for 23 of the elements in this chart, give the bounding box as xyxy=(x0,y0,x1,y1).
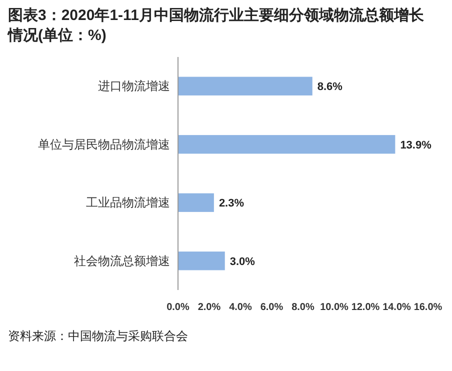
y-tick-label: 工业品物流增速 xyxy=(86,196,170,210)
data-label: 8.6% xyxy=(317,81,343,94)
bar xyxy=(178,135,396,154)
chart-title: 图表3：2020年1-11月中国物流行业主要细分领域物流总额增长情况(单位：%) xyxy=(8,6,425,46)
text: 资料来源：中国物流与采购联合会 xyxy=(8,328,188,345)
x-tick-label: 10.0% xyxy=(320,302,349,313)
x-tick-label: 6.0% xyxy=(260,302,284,313)
bar xyxy=(178,193,214,212)
data-label: 13.9% xyxy=(400,139,432,152)
x-tick-label: 16.0% xyxy=(414,302,442,313)
y-tick-label: 进口物流增速 xyxy=(98,79,170,94)
x-tick-label: 4.0% xyxy=(229,302,252,313)
bar xyxy=(178,76,312,96)
x-tick-label: 0.0% xyxy=(166,302,190,313)
x-tick-label: 14.0% xyxy=(382,302,412,313)
x-tick-label: 8.0% xyxy=(292,302,315,313)
data-label: 3.0% xyxy=(230,256,256,268)
data-label: 2.3% xyxy=(218,198,244,210)
bar xyxy=(178,252,225,270)
x-tick-label: 2.0% xyxy=(198,302,221,313)
y-tick-label: 社会物流总额增速 xyxy=(74,254,170,268)
x-tick-label: 12.0% xyxy=(351,302,380,313)
y-tick-label: 单位与居民物品物流增速 xyxy=(38,137,170,152)
